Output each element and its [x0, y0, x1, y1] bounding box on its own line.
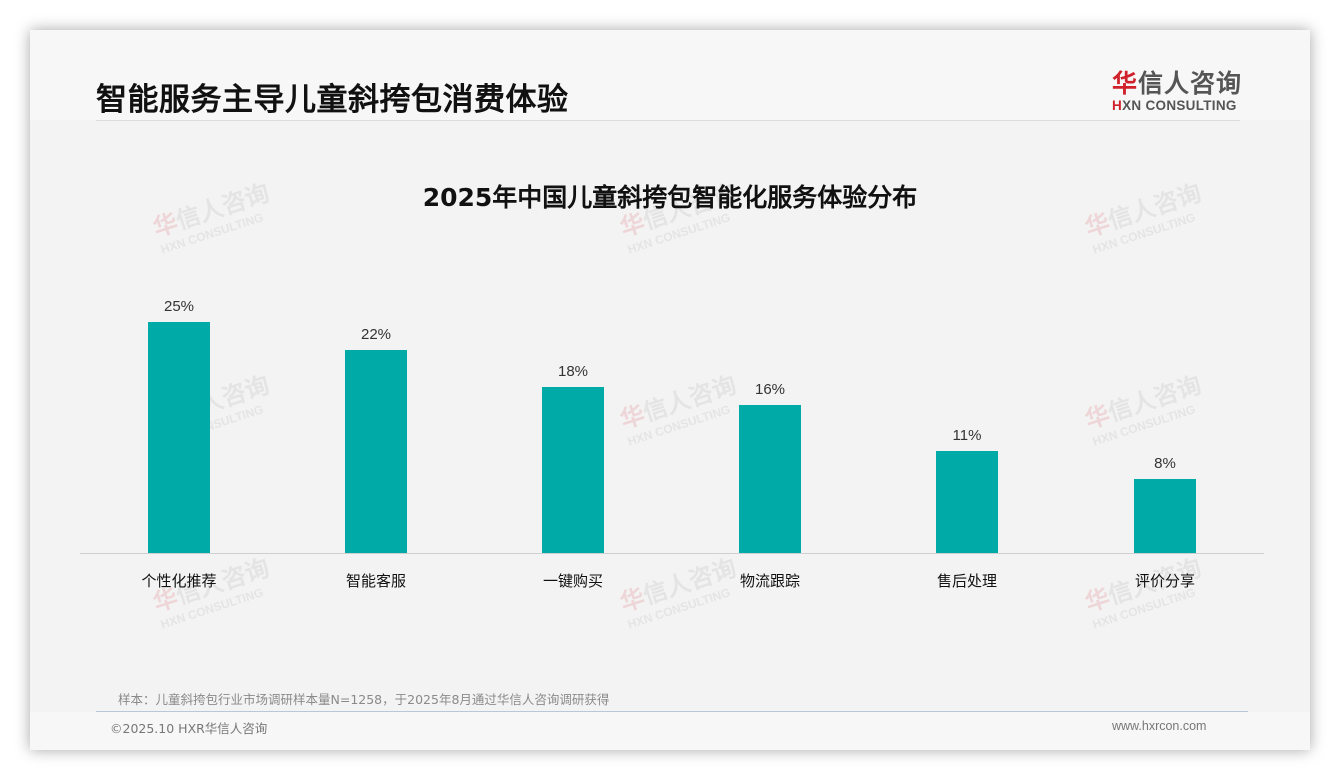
bar-5 — [936, 451, 998, 553]
logo-cn-text: 信人咨询 — [1138, 69, 1243, 98]
bar-value-label: 18% — [557, 363, 589, 380]
sample-footnote: 样本：儿童斜挎包行业市场调研样本量N=1258，于2025年8月通过华信人咨询调… — [118, 692, 610, 707]
bar-value-label: 8% — [1154, 455, 1176, 472]
logo-en: HXN CONSULTING — [1112, 98, 1242, 113]
bar-1 — [148, 322, 210, 553]
category-label: 一键购买 — [542, 572, 603, 590]
bar-6 — [1134, 479, 1196, 553]
bar-3 — [542, 387, 604, 553]
chart-title: 2025年中国儿童斜挎包智能化服务体验分布 — [422, 183, 918, 212]
category-label: 智能客服 — [345, 572, 406, 590]
footer-divider — [96, 711, 1248, 712]
header-band — [30, 30, 1310, 120]
page-title: 智能服务主导儿童斜挎包消费体验 — [96, 82, 569, 118]
bar-value-label: 25% — [163, 298, 195, 315]
logo-en-mark: H — [1112, 98, 1123, 113]
category-label: 个性化推荐 — [141, 572, 217, 590]
x-axis-line — [80, 553, 1264, 554]
logo-en-text: XN CONSULTING — [1122, 98, 1237, 113]
bar-value-label: 11% — [952, 427, 982, 444]
category-label: 评价分享 — [1134, 572, 1195, 590]
slide: 智能服务主导儿童斜挎包消费体验 华信人咨询 HXN CONSULTING 华信人… — [30, 30, 1310, 750]
logo-cn-mark: 华 — [1112, 69, 1139, 98]
bar-4 — [739, 405, 801, 553]
footer-band — [30, 712, 1310, 750]
bar-value-label: 22% — [360, 326, 392, 343]
website-link[interactable]: www.hxrcon.com — [1112, 719, 1207, 733]
logo-cn: 华信人咨询 — [1112, 64, 1242, 100]
brand-logo: 华信人咨询 HXN CONSULTING — [1112, 64, 1242, 113]
bar-chart: 25% 个性化推荐 22% 智能客服 18% 一键购买 16% 物流跟踪 11% 售后处理 8% 评价… — [80, 270, 1264, 630]
bar-2 — [345, 350, 407, 553]
category-label: 物流跟踪 — [739, 572, 800, 590]
category-label: 售后处理 — [936, 572, 997, 590]
copyright: ©2025.10 HXR华信人咨询 — [110, 721, 268, 736]
title-divider — [96, 120, 1240, 121]
bar-value-label: 16% — [754, 381, 786, 398]
